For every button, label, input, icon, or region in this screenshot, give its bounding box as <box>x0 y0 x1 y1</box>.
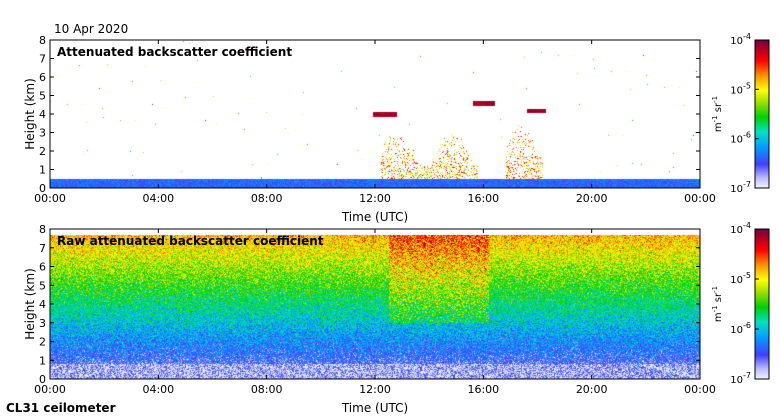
colorbar-tick-label: 10-4 <box>730 32 751 47</box>
y-tick-label: 3 <box>39 127 46 140</box>
y-tick-labels: 0 1 2 3 4 5 6 7 8 <box>39 223 700 386</box>
x-tick-label: 16:00 <box>467 192 499 205</box>
raw-backscatter-image <box>50 229 700 379</box>
y-tick-label: 8 <box>39 223 46 236</box>
x-tick-label: 00:00 <box>684 383 716 396</box>
raw-backscatter-panel: Raw attenuated backscatter coefficient 0… <box>23 221 770 415</box>
y-tick-label: 8 <box>39 34 46 47</box>
colorbar-tick-label: 10-7 <box>730 180 751 195</box>
colorbar <box>754 228 770 380</box>
x-tick-label: 16:00 <box>467 383 499 396</box>
x-tick-label: 04:00 <box>142 383 174 396</box>
x-axis-label: Time (UTC) <box>341 210 408 224</box>
colorbar-ticks: 10-4 10-5 10-6 10-7 m-1 sr-1 <box>711 32 759 195</box>
panel-title: Attenuated backscatter coefficient <box>57 45 292 59</box>
colorbar-tick-label: 10-4 <box>730 221 751 236</box>
x-tick-label: 08:00 <box>251 383 283 396</box>
attenuated-backscatter-image <box>50 40 700 188</box>
colorbar-ticks: 10-4 10-5 10-6 10-7 m-1 sr-1 <box>711 221 759 386</box>
date-label: 10 Apr 2020 <box>54 22 128 36</box>
y-axis-label: Height (km) <box>23 268 37 339</box>
panel-title: Raw attenuated backscatter coefficient <box>57 234 324 248</box>
y-tick-labels: 0 1 2 3 4 5 6 7 8 <box>39 34 700 195</box>
x-tick-label: 04:00 <box>142 192 174 205</box>
colorbar-tick-label: 10-6 <box>730 131 751 146</box>
y-tick-label: 5 <box>39 279 46 292</box>
y-tick-label: 0 <box>39 373 46 386</box>
x-tick-label: 12:00 <box>359 383 391 396</box>
y-tick-label: 0 <box>39 182 46 195</box>
y-tick-label: 7 <box>39 242 46 255</box>
y-tick-label: 6 <box>39 71 46 84</box>
colorbar <box>754 39 770 189</box>
x-tick-label: 00:00 <box>684 192 716 205</box>
x-tick-label: 12:00 <box>359 192 391 205</box>
x-tick-label: 00:00 <box>34 383 66 396</box>
x-tick-label: 20:00 <box>576 192 608 205</box>
attenuated-backscatter-panel: Attenuated backscatter coefficient 00:00… <box>23 32 770 224</box>
instrument-label: CL31 ceilometer <box>6 401 116 415</box>
y-tick-label: 7 <box>39 53 46 66</box>
y-tick-label: 2 <box>39 336 46 349</box>
colorbar-unit-label: m-1 sr-1 <box>711 286 724 322</box>
y-tick-label: 1 <box>39 354 46 367</box>
y-tick-label: 2 <box>39 145 46 158</box>
x-tick-labels: 00:00 04:00 08:00 12:00 16:00 20:00 00:00 <box>34 40 716 205</box>
colorbar-tick-label: 10-6 <box>730 321 751 336</box>
colorbar-unit-label: m-1 sr-1 <box>711 96 724 132</box>
y-tick-label: 6 <box>39 261 46 274</box>
y-axis-label: Height (km) <box>23 78 37 149</box>
y-tick-label: 4 <box>39 298 46 311</box>
y-tick-label: 5 <box>39 90 46 103</box>
x-tick-labels: 00:00 04:00 08:00 12:00 16:00 20:00 00:00 <box>34 229 716 396</box>
colorbar-tick-label: 10-7 <box>730 371 751 386</box>
y-tick-label: 4 <box>39 108 46 121</box>
y-tick-label: 1 <box>39 164 46 177</box>
colorbar-tick-label: 10-5 <box>730 81 751 96</box>
colorbar-tick-label: 10-5 <box>730 271 751 286</box>
x-axis-label: Time (UTC) <box>341 401 408 415</box>
y-tick-label: 3 <box>39 317 46 330</box>
x-tick-label: 08:00 <box>251 192 283 205</box>
x-tick-label: 20:00 <box>576 383 608 396</box>
x-tick-label: 00:00 <box>34 192 66 205</box>
